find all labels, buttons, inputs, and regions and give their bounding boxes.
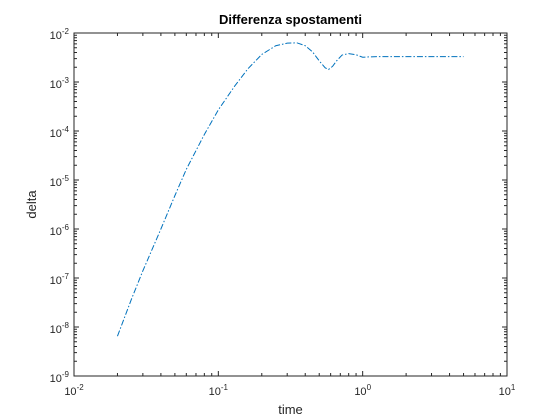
- tick-label-base: 10: [50, 226, 62, 238]
- tick-label-base: 10: [499, 386, 511, 398]
- tick-label-base: 10: [209, 386, 221, 398]
- x-tick-label: 100: [354, 383, 371, 398]
- tick-label-base: 10: [50, 30, 62, 42]
- tick-label-exponent: -2: [62, 27, 70, 36]
- tick-label-exponent: 1: [511, 383, 516, 392]
- tick-label-exponent: -1: [221, 383, 229, 392]
- x-tick-labels: 10-2 10-1 100 101: [64, 383, 516, 398]
- x-tick-label: 101: [499, 383, 516, 398]
- x-tick-label: 10-2: [64, 383, 84, 398]
- y-tick-label: 10-7: [50, 272, 70, 287]
- tick-label-exponent: -2: [77, 383, 85, 392]
- plot-frame: [73, 32, 508, 377]
- y-tick-label: 10-2: [50, 27, 70, 42]
- tick-label-base: 10: [50, 128, 62, 140]
- tick-label-base: 10: [354, 386, 366, 398]
- tick-label-exponent: -5: [62, 174, 70, 183]
- tick-label-exponent: -7: [62, 272, 70, 281]
- tick-label-exponent: -8: [62, 321, 70, 330]
- tick-label-exponent: -3: [62, 76, 70, 85]
- tick-label-base: 10: [50, 275, 62, 287]
- tick-label-exponent: -4: [62, 125, 70, 134]
- y-tick-label: 10-8: [50, 321, 70, 336]
- y-tick-label: 10-4: [50, 125, 70, 140]
- tick-label-base: 10: [64, 386, 76, 398]
- y-tick-labels: 10-910-810-710-610-510-410-310-2: [50, 27, 70, 385]
- tick-label-exponent: 0: [367, 383, 372, 392]
- y-tick-label: 10-3: [50, 76, 70, 91]
- x-axis-label: time: [278, 402, 303, 417]
- y-tick-label: 10-9: [50, 370, 70, 385]
- y-tick-label: 10-6: [50, 223, 70, 238]
- chart-title: Differenza spostamenti: [219, 12, 362, 27]
- tick-label-base: 10: [50, 373, 62, 385]
- tick-label-base: 10: [50, 177, 62, 189]
- plot-area: [74, 33, 507, 376]
- series-line: [116, 42, 464, 337]
- x-tick-label: 10-1: [209, 383, 229, 398]
- y-tick-label: 10-5: [50, 174, 70, 189]
- tick-label-base: 10: [50, 79, 62, 91]
- y-axis-label: delta: [24, 190, 39, 219]
- tick-label-exponent: -9: [62, 370, 70, 379]
- tick-label-exponent: -6: [62, 223, 70, 232]
- tick-label-base: 10: [50, 324, 62, 336]
